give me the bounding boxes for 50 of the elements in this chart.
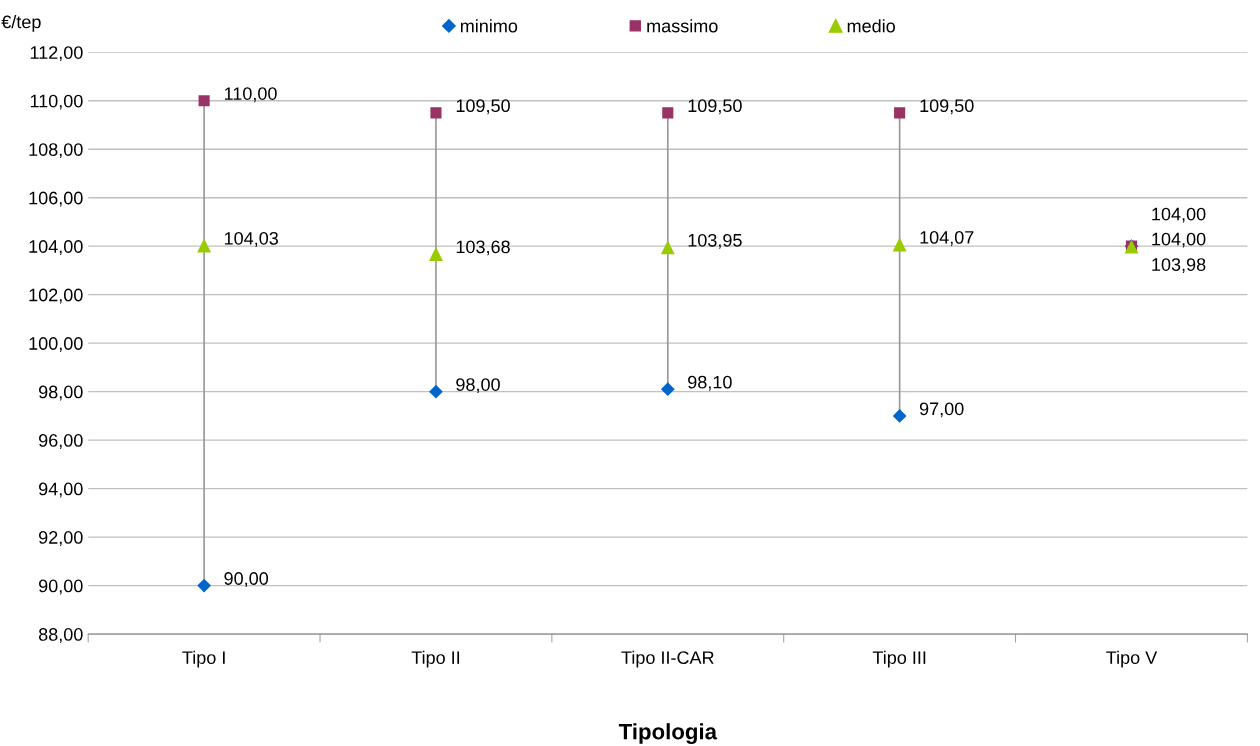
legend-label: medio <box>847 19 895 33</box>
data-label: 110,00 <box>224 87 277 103</box>
point <box>662 107 674 119</box>
x-tick-label: Tipo II-CAR <box>621 650 714 668</box>
data-label: 104,00 <box>1152 232 1206 248</box>
y-tick-label: 90,00 <box>39 579 83 595</box>
y-tick-label: 88,00 <box>38 628 83 643</box>
data-label: 109,50 <box>688 99 742 115</box>
y-tick-label: 104,00 <box>29 240 83 256</box>
data-label: 109,50 <box>920 99 974 115</box>
point <box>892 237 907 252</box>
y-tick-label: 112,00 <box>30 46 83 62</box>
data-label: 103,95 <box>688 233 742 249</box>
y-axis-title: €/tep <box>1 15 41 32</box>
data-label: 97,00 <box>919 402 964 418</box>
legend-label: massimo <box>647 19 718 33</box>
data-label: 90,00 <box>224 572 269 588</box>
y-tick-label: 106,00 <box>29 191 83 207</box>
point <box>197 238 212 253</box>
x-tick-label: Tipo II <box>411 650 460 668</box>
point <box>430 107 442 119</box>
y-tick-label: 102,00 <box>29 288 83 304</box>
y-tick-label: 108,00 <box>29 143 83 159</box>
point <box>660 240 675 255</box>
data-label: 103,98 <box>1152 258 1206 274</box>
y-tick-label: 96,00 <box>39 434 83 449</box>
point <box>197 578 211 593</box>
data-label: 104,03 <box>224 231 278 247</box>
y-tick-label: 100,00 <box>29 337 83 353</box>
data-label: 104,07 <box>920 230 974 246</box>
point <box>894 107 906 119</box>
x-axis-title: Tipologia <box>618 723 718 744</box>
y-tick-label: 92,00 <box>39 531 83 546</box>
data-label: 98,00 <box>456 378 500 394</box>
data-label: 104,00 <box>1152 207 1206 223</box>
point <box>660 382 675 397</box>
x-tick-label: Tipo I <box>182 650 225 668</box>
data-label: 109,50 <box>456 99 510 115</box>
y-tick-label: 98,00 <box>39 385 83 401</box>
x-tick-label: Tipo III <box>872 650 926 668</box>
data-label: 98,10 <box>688 375 732 391</box>
point <box>892 409 907 423</box>
x-tick-label: Tipo V <box>1106 650 1158 668</box>
y-tick-label: 110,00 <box>30 94 83 110</box>
point <box>429 384 443 399</box>
y-tick-label: 94,00 <box>39 482 83 498</box>
point <box>198 95 210 107</box>
point <box>429 246 443 261</box>
data-label: 103,68 <box>456 240 510 256</box>
legend-label: minimo <box>460 19 518 33</box>
